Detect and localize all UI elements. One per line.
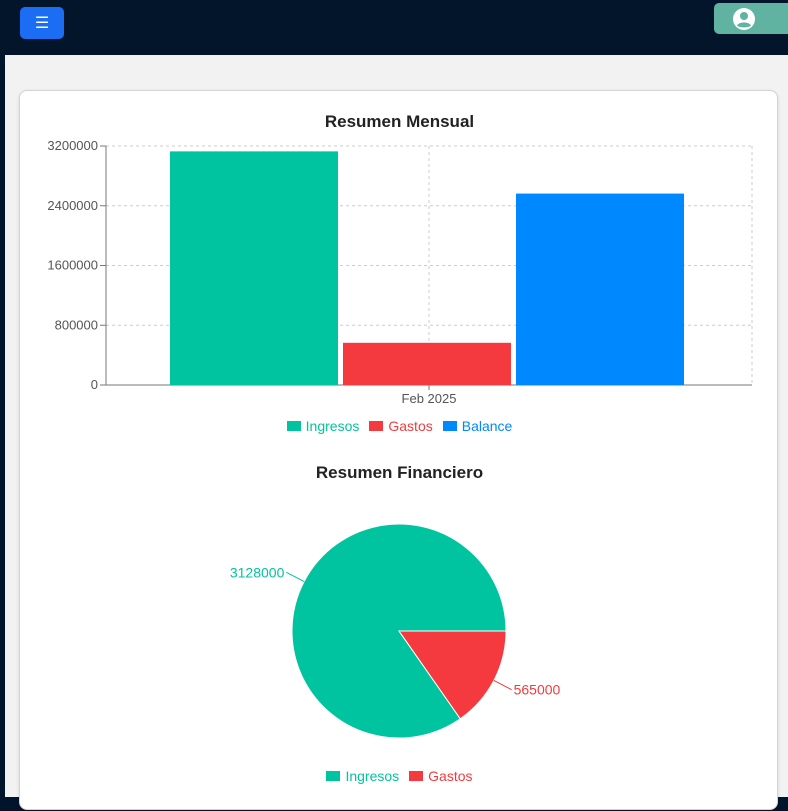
x-tick-label: Feb 2025 xyxy=(402,391,457,406)
y-tick-label: 1600000 xyxy=(47,258,98,273)
legend-item-ingresos[interactable]: Ingresos xyxy=(286,418,360,434)
top-navbar: ☰ xyxy=(0,0,788,55)
bar-balance xyxy=(516,193,684,385)
y-tick-label: 800000 xyxy=(55,317,98,332)
bar-chart-legend: Ingresos Gastos Balance xyxy=(20,418,779,434)
charts-svg: 0 800000 1600000 2400000 3200000 Feb 2025 312… xyxy=(47,138,753,739)
legend-label: Balance xyxy=(461,418,513,434)
legend-item-gastos[interactable]: Gastos xyxy=(369,418,433,434)
legend-swatch xyxy=(369,421,384,431)
menu-button[interactable]: ☰ xyxy=(20,7,64,39)
bar-chart-title: Resumen Mensual xyxy=(324,112,475,131)
legend-swatch xyxy=(326,771,341,781)
legend-item-gastos[interactable]: Gastos xyxy=(409,768,473,784)
bar-ingresos xyxy=(170,151,338,385)
legend-label: Gastos xyxy=(388,418,433,434)
pie-value-label: 3128000 xyxy=(230,564,285,580)
pie-leader-line xyxy=(286,571,305,582)
legend-item-ingresos[interactable]: Ingresos xyxy=(326,768,399,784)
pie-leader-line xyxy=(493,680,512,691)
legend-label: Ingresos xyxy=(305,418,360,434)
bar-gastos xyxy=(343,342,511,385)
pie-chart-legend: Ingresos Gastos xyxy=(20,768,779,784)
user-menu-button[interactable] xyxy=(714,3,788,34)
y-tick-label: 2400000 xyxy=(47,198,98,213)
legend-label: Gastos xyxy=(428,768,473,784)
y-tick-label: 0 xyxy=(91,377,98,392)
legend-item-balance[interactable]: Balance xyxy=(442,418,513,434)
bar-chart: 0 800000 1600000 2400000 3200000 Feb 2025 xyxy=(47,138,753,406)
legend-label: Ingresos xyxy=(345,768,400,784)
user-circle-icon xyxy=(733,7,755,30)
hamburger-menu-icon: ☰ xyxy=(34,15,50,32)
pie-value-label: 565000 xyxy=(514,682,561,698)
pie-chart: 3128000 565000 xyxy=(230,523,561,739)
pie-chart-title: Resumen Financiero xyxy=(315,463,484,482)
y-tick-label: 3200000 xyxy=(47,138,98,153)
legend-swatch xyxy=(442,421,457,431)
legend-swatch xyxy=(409,771,424,781)
legend-swatch xyxy=(286,421,301,431)
charts-card: Resumen Mensual Resumen Financiero 0 8000… xyxy=(19,90,778,810)
